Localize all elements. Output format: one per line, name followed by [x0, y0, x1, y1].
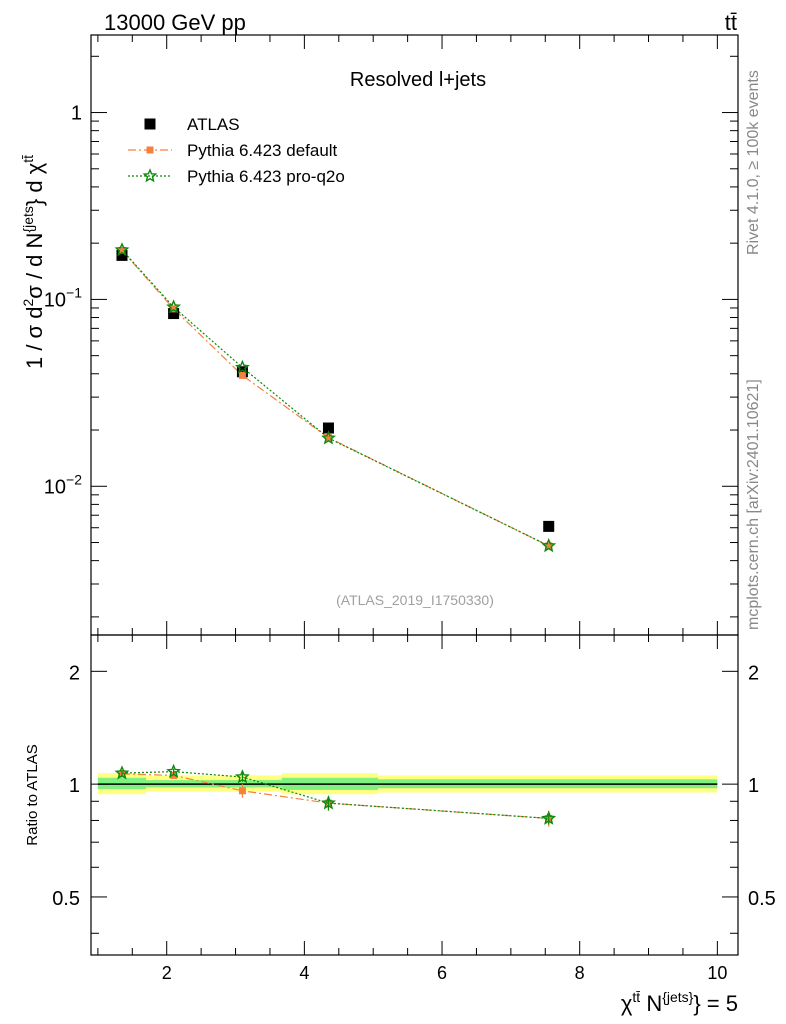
ratio-point-1-3 — [321, 795, 336, 810]
legend-label-0: ATLAS — [187, 115, 240, 134]
ratio-point-1-0 — [114, 765, 130, 780]
data-point-0-4 — [543, 520, 555, 532]
ratio-point-0-1 — [170, 771, 178, 779]
legend-marker-0 — [144, 118, 156, 130]
x-tick-label: 8 — [575, 963, 585, 983]
data-point-2-4 — [541, 537, 557, 553]
ratio-point-1-4 — [541, 810, 557, 825]
ratio-y-tick-label-right: 1 — [748, 775, 759, 797]
data-point-1-1 — [170, 305, 178, 313]
x-tick-label: 10 — [707, 963, 727, 983]
x-tick-label: 6 — [437, 963, 447, 983]
data-point-1-0 — [118, 246, 126, 254]
data-point-2-0 — [114, 242, 130, 257]
ratio-point-1-2 — [234, 769, 250, 784]
legend: ATLAS Pythia 6.423 default Pythia 6.423 pr… — [128, 115, 345, 186]
series-line-1 — [121, 249, 549, 547]
analysis-id: (ATLAS_2019_I1750330) — [336, 592, 494, 608]
data-point-1-2 — [238, 371, 246, 379]
ratio-y-tick-label-right: 0.5 — [748, 888, 776, 910]
data-point-0-0 — [116, 249, 128, 261]
ratio-y-tick-label: 0.5 — [52, 888, 80, 910]
mcplots-label: mcplots.cern.ch [arXiv:2401.10621] — [745, 379, 762, 630]
rivet-version-label: Rivet 4.1.0, ≥ 100k events — [745, 70, 762, 255]
data-point-1-4 — [545, 542, 553, 550]
data-point-2-3 — [321, 430, 336, 445]
series-line-0 — [121, 250, 549, 547]
process-label: tt̄ — [725, 10, 737, 35]
ratio-point-0-2 — [238, 787, 246, 795]
ratio-y-tick-label: 1 — [69, 775, 80, 797]
chart-title: Resolved l+jets — [350, 69, 486, 91]
data-point-2-1 — [166, 299, 182, 314]
ratio-frame — [90, 634, 739, 956]
legend-marker-2 — [142, 168, 158, 183]
ratio-panel: 2 4 6 8 10 0.5 0.5 1 1 2 2 — [52, 634, 776, 983]
legend-marker-1 — [146, 146, 154, 154]
ratio-line-0 — [121, 773, 549, 819]
ratio-point-1-1 — [166, 763, 182, 778]
x-tick-label: 2 — [162, 963, 172, 983]
ratio-y-axis-title: Ratio to ATLAS — [24, 744, 41, 845]
x-axis-title: χtt̄ N{jets}} = 5 — [621, 989, 738, 1016]
data-point-0-3 — [322, 422, 334, 434]
legend-label-1: Pythia 6.423 default — [187, 141, 338, 160]
data-point-2-2 — [234, 359, 250, 374]
y-axis-title: 1 / σ d2σ / d N{jets} d χtt̄ — [20, 155, 47, 369]
y-tick-label: 10−2 — [44, 471, 82, 498]
data-point-1-3 — [324, 434, 332, 442]
data-point-0-2 — [236, 366, 248, 378]
legend-label-2: Pythia 6.423 pro-q2o — [187, 167, 345, 186]
y-tick-label: 10−1 — [44, 284, 82, 311]
y-tick-label: 1 — [71, 103, 82, 125]
data-point-0-1 — [168, 308, 180, 320]
energy-label: 13000 GeV pp — [104, 10, 246, 35]
ratio-y-tick-label: 2 — [69, 662, 80, 684]
ratio-y-tick-label-right: 2 — [748, 662, 759, 684]
x-tick-label: 4 — [299, 963, 309, 983]
